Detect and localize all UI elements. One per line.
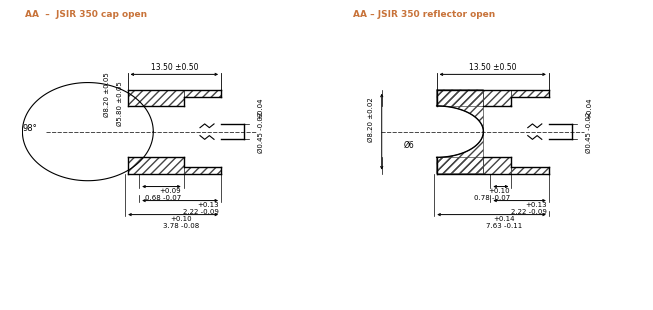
Text: +0.10
0.78 -0.07: +0.10 0.78 -0.07 — [474, 188, 510, 202]
Text: AA  –  JSIR 350 cap open: AA – JSIR 350 cap open — [25, 10, 147, 19]
Text: +0.14
7.63 -0.11: +0.14 7.63 -0.11 — [486, 216, 522, 229]
Text: +0.04: +0.04 — [586, 97, 592, 119]
Text: Ø0.45 -0.02: Ø0.45 -0.02 — [586, 112, 592, 153]
Text: AA – JSIR 350 reflector open: AA – JSIR 350 reflector open — [353, 10, 495, 19]
Text: +0.13
2.22 -0.09: +0.13 2.22 -0.09 — [183, 202, 219, 215]
Text: Ø5.80 ±0.05: Ø5.80 ±0.05 — [116, 81, 122, 126]
Text: Ø8.20 ±0.02: Ø8.20 ±0.02 — [368, 98, 374, 142]
Text: +0.10
3.78 -0.08: +0.10 3.78 -0.08 — [163, 216, 199, 229]
Text: Ø6: Ø6 — [403, 141, 414, 150]
Text: +0.04: +0.04 — [258, 97, 264, 119]
Text: Ø0.45 -0.02: Ø0.45 -0.02 — [258, 112, 264, 153]
Text: 13.50 ±0.50: 13.50 ±0.50 — [151, 63, 198, 72]
Text: +0.09
0.68 -0.07: +0.09 0.68 -0.07 — [145, 188, 182, 202]
Text: +0.13
2.22 -0.09: +0.13 2.22 -0.09 — [511, 202, 547, 215]
Text: 13.50 ±0.50: 13.50 ±0.50 — [469, 63, 517, 72]
Text: Ø8.20 ±0.05: Ø8.20 ±0.05 — [104, 72, 110, 117]
Text: 98°: 98° — [22, 124, 37, 133]
